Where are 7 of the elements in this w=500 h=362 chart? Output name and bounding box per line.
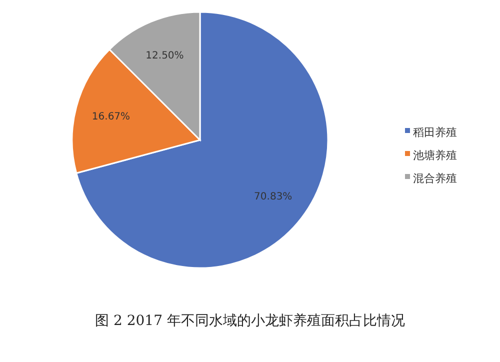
data-label: 12.50% <box>146 50 184 62</box>
caption: 图 2 2017 年不同水域的小龙虾养殖面积占比情况 <box>95 313 405 329</box>
legend-label: 混合养殖 <box>413 172 457 185</box>
legend-label: 稻田养殖 <box>413 126 457 139</box>
data-label: 16.67% <box>92 112 130 123</box>
legend-label: 池塘养殖 <box>413 148 457 162</box>
data-label: 70.83% <box>254 192 292 203</box>
